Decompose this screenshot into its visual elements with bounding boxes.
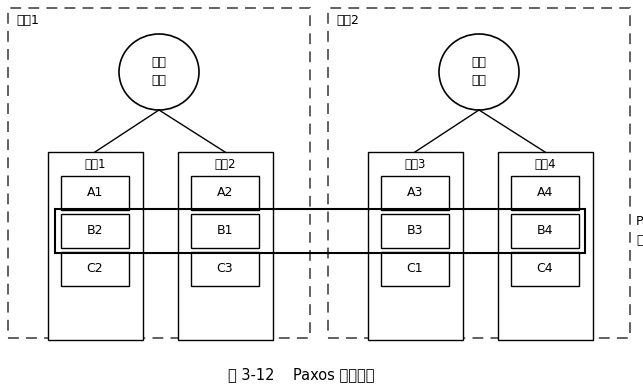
Bar (381, 252, 449, 286)
Ellipse shape (439, 34, 519, 110)
Text: A4: A4 (537, 187, 553, 200)
Text: C2: C2 (87, 263, 104, 275)
Bar (381, 176, 449, 210)
Text: B2: B2 (87, 225, 104, 237)
Bar (61, 176, 129, 210)
Bar (8, 8, 310, 338)
Bar (328, 8, 630, 338)
Text: 节点1: 节点1 (84, 157, 105, 170)
Text: 节点2: 节点2 (214, 157, 236, 170)
Text: A2: A2 (217, 187, 233, 200)
Bar (178, 152, 273, 340)
Text: 节点4: 节点4 (534, 157, 556, 170)
Text: B3: B3 (407, 225, 423, 237)
Bar (498, 152, 593, 340)
Text: A3: A3 (407, 187, 423, 200)
Text: A1: A1 (87, 187, 103, 200)
Text: C3: C3 (217, 263, 233, 275)
Bar (61, 252, 129, 286)
Bar (191, 176, 259, 210)
Ellipse shape (119, 34, 199, 110)
Text: 总控
节点: 总控 节点 (152, 56, 167, 88)
Text: B4: B4 (537, 225, 553, 237)
Bar (511, 252, 579, 286)
Bar (368, 152, 463, 340)
Text: 机房2: 机房2 (336, 15, 359, 28)
Bar (191, 214, 259, 248)
Bar (55, 209, 585, 253)
Bar (381, 214, 449, 248)
Text: Paxos
复制组: Paxos 复制组 (636, 215, 643, 247)
Bar (48, 152, 143, 340)
Text: C4: C4 (537, 263, 554, 275)
Text: 图 3-12    Paxos 选主副本: 图 3-12 Paxos 选主副本 (228, 367, 374, 382)
Text: C1: C1 (406, 263, 423, 275)
Bar (511, 176, 579, 210)
Text: 机房1: 机房1 (16, 15, 39, 28)
Text: 节点3: 节点3 (404, 157, 426, 170)
Bar (191, 252, 259, 286)
Text: B1: B1 (217, 225, 233, 237)
Bar (61, 214, 129, 248)
Bar (511, 214, 579, 248)
Text: 总控
节点: 总控 节点 (471, 56, 487, 88)
